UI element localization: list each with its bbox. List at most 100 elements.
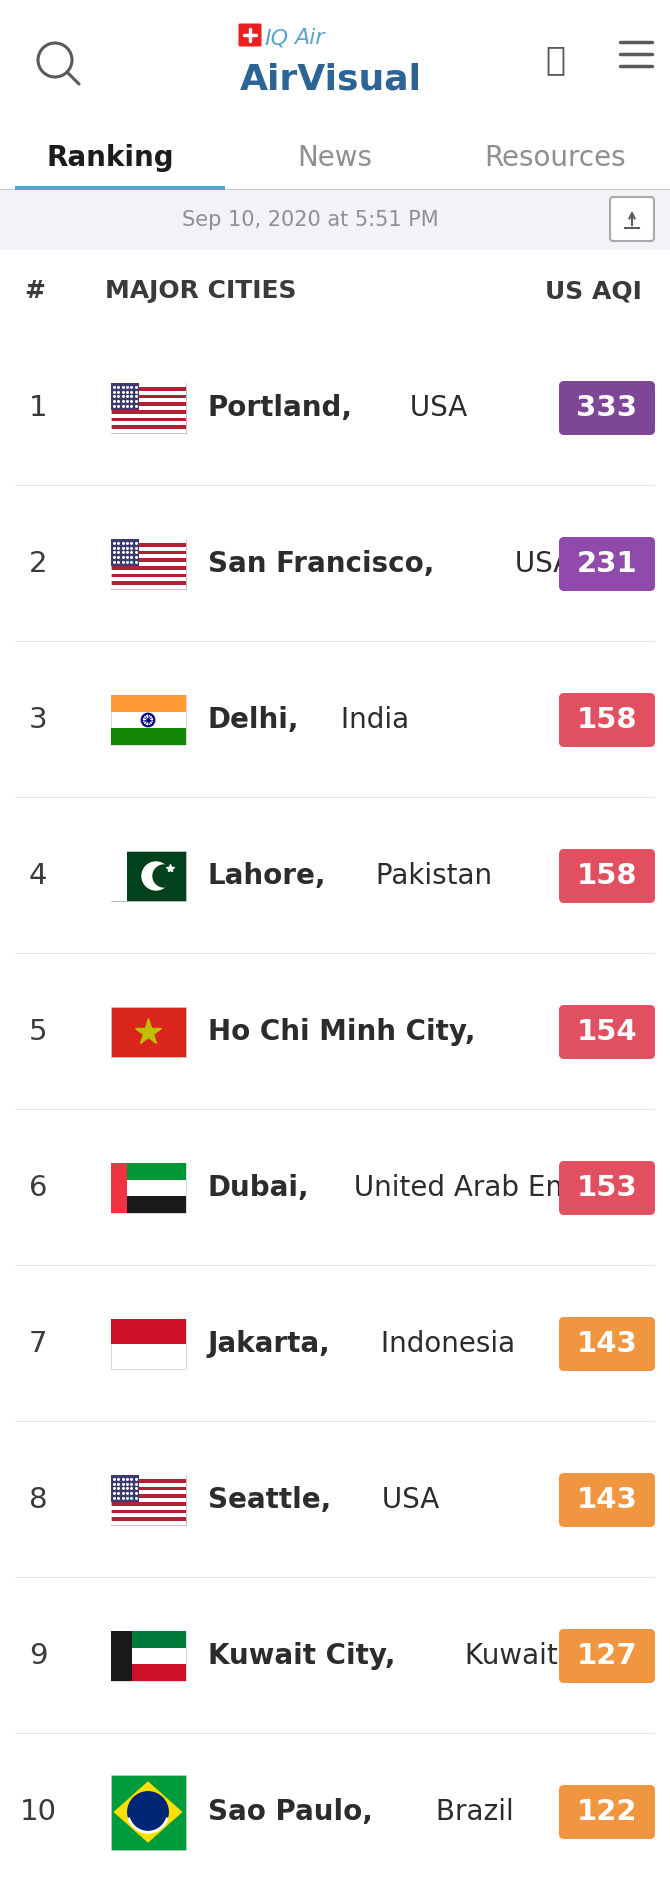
Text: Portland,: Portland, bbox=[208, 394, 353, 422]
Text: Sep 10, 2020 at 5:51 PM: Sep 10, 2020 at 5:51 PM bbox=[182, 210, 438, 229]
Text: 10: 10 bbox=[19, 1797, 56, 1826]
Bar bbox=[111, 547, 186, 551]
Text: US AQI: US AQI bbox=[545, 278, 642, 303]
FancyBboxPatch shape bbox=[559, 1316, 655, 1371]
Text: Ranking: Ranking bbox=[46, 144, 174, 172]
Bar bbox=[111, 850, 186, 902]
Bar bbox=[111, 578, 186, 581]
Text: 🔔: 🔔 bbox=[545, 44, 565, 76]
Bar bbox=[111, 695, 186, 712]
Bar bbox=[111, 383, 186, 434]
Circle shape bbox=[128, 1792, 168, 1831]
Polygon shape bbox=[111, 1631, 131, 1682]
Bar bbox=[111, 729, 186, 744]
Bar bbox=[111, 413, 186, 417]
Text: #: # bbox=[25, 278, 46, 303]
Text: IQ: IQ bbox=[264, 28, 288, 47]
Bar bbox=[15, 186, 225, 189]
Bar bbox=[111, 1318, 186, 1369]
Bar bbox=[111, 585, 186, 589]
Polygon shape bbox=[113, 1780, 182, 1843]
Bar bbox=[111, 1506, 186, 1510]
Text: India: India bbox=[332, 706, 409, 735]
Text: Lahore,: Lahore, bbox=[208, 862, 326, 890]
Bar bbox=[111, 430, 186, 434]
Bar bbox=[111, 1475, 186, 1479]
Text: 158: 158 bbox=[577, 706, 637, 735]
Text: 2: 2 bbox=[29, 549, 48, 578]
Text: Ho Chi Minh City,: Ho Chi Minh City, bbox=[208, 1017, 476, 1045]
Bar bbox=[111, 1491, 186, 1494]
Bar bbox=[111, 695, 186, 744]
FancyBboxPatch shape bbox=[559, 1006, 655, 1059]
Text: 1: 1 bbox=[29, 394, 48, 422]
Bar bbox=[111, 1475, 139, 1502]
Bar bbox=[111, 540, 186, 589]
Circle shape bbox=[153, 866, 175, 886]
Bar bbox=[111, 383, 139, 409]
Text: MAJOR CITIES: MAJOR CITIES bbox=[105, 278, 297, 303]
Text: 5: 5 bbox=[29, 1017, 48, 1045]
Text: Kuwait: Kuwait bbox=[456, 1642, 557, 1671]
Text: 4: 4 bbox=[29, 862, 48, 890]
Text: Brazil: Brazil bbox=[427, 1797, 513, 1826]
Text: 153: 153 bbox=[577, 1174, 637, 1203]
FancyBboxPatch shape bbox=[559, 1784, 655, 1839]
FancyBboxPatch shape bbox=[559, 1474, 655, 1527]
Text: 154: 154 bbox=[577, 1017, 637, 1045]
Text: News: News bbox=[297, 144, 373, 172]
Bar bbox=[111, 1475, 186, 1525]
Text: 143: 143 bbox=[577, 1330, 637, 1358]
Bar bbox=[111, 405, 186, 409]
Text: 7: 7 bbox=[29, 1330, 48, 1358]
Text: Seattle,: Seattle, bbox=[208, 1487, 331, 1513]
Bar bbox=[111, 570, 186, 574]
Text: Delhi,: Delhi, bbox=[208, 706, 299, 735]
Text: 3: 3 bbox=[29, 706, 48, 735]
Bar bbox=[0, 189, 670, 250]
Text: Resources: Resources bbox=[484, 144, 626, 172]
Text: Indonesia: Indonesia bbox=[373, 1330, 515, 1358]
Bar bbox=[111, 1163, 186, 1212]
Bar bbox=[111, 1483, 186, 1487]
Bar bbox=[111, 540, 186, 544]
Text: Pakistan: Pakistan bbox=[367, 862, 492, 890]
FancyBboxPatch shape bbox=[559, 693, 655, 746]
FancyBboxPatch shape bbox=[559, 1629, 655, 1684]
Bar bbox=[111, 1008, 186, 1057]
Bar bbox=[111, 540, 139, 566]
Text: United Arab Em...: United Arab Em... bbox=[345, 1174, 600, 1203]
Bar bbox=[111, 383, 186, 386]
Bar bbox=[111, 1318, 186, 1345]
Bar bbox=[111, 1498, 186, 1502]
Text: 122: 122 bbox=[577, 1797, 637, 1826]
Text: 158: 158 bbox=[577, 862, 637, 890]
Bar bbox=[129, 1665, 186, 1682]
Text: 333: 333 bbox=[576, 394, 638, 422]
Text: Jakarta,: Jakarta, bbox=[208, 1330, 331, 1358]
Text: Viet...: Viet... bbox=[559, 1017, 649, 1045]
FancyBboxPatch shape bbox=[239, 23, 261, 47]
Bar bbox=[129, 1631, 186, 1648]
Circle shape bbox=[142, 862, 170, 890]
Bar bbox=[111, 1521, 186, 1525]
FancyBboxPatch shape bbox=[559, 538, 655, 591]
Bar bbox=[127, 1163, 186, 1180]
FancyBboxPatch shape bbox=[559, 1161, 655, 1214]
Bar bbox=[127, 1197, 186, 1212]
Text: USA: USA bbox=[401, 394, 468, 422]
FancyBboxPatch shape bbox=[559, 381, 655, 436]
Text: USA: USA bbox=[506, 549, 572, 578]
Bar bbox=[111, 850, 127, 902]
Text: AirVisual: AirVisual bbox=[240, 63, 422, 97]
Text: San Francisco,: San Francisco, bbox=[208, 549, 434, 578]
Text: 6: 6 bbox=[29, 1174, 48, 1203]
FancyBboxPatch shape bbox=[610, 197, 654, 241]
Text: 8: 8 bbox=[29, 1487, 48, 1513]
Text: USA: USA bbox=[373, 1487, 440, 1513]
Bar bbox=[111, 1163, 127, 1212]
Text: 9: 9 bbox=[29, 1642, 48, 1671]
Bar bbox=[111, 398, 186, 402]
Text: 143: 143 bbox=[577, 1487, 637, 1513]
Text: Kuwait City,: Kuwait City, bbox=[208, 1642, 395, 1671]
